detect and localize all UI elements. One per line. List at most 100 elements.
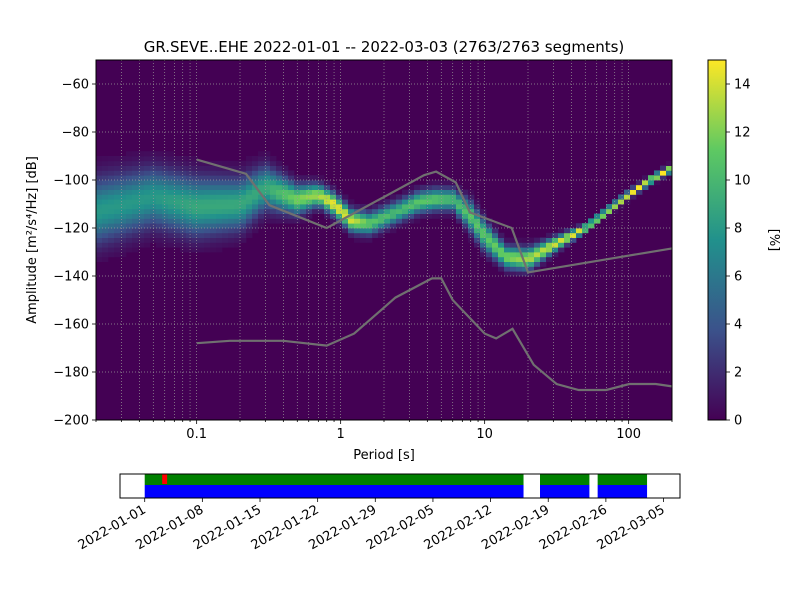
heatmap-cell bbox=[318, 194, 325, 200]
heatmap-cell bbox=[246, 213, 253, 219]
heatmap-cell bbox=[216, 223, 223, 229]
heatmap-cell bbox=[234, 194, 241, 200]
heatmap-cell bbox=[114, 165, 121, 171]
heatmap-cell bbox=[294, 218, 301, 224]
heatmap-cell bbox=[504, 271, 511, 277]
heatmap-cell bbox=[444, 199, 451, 205]
heatmap-cell bbox=[102, 175, 109, 181]
heatmap-cell bbox=[642, 175, 649, 181]
heatmap-cell bbox=[234, 204, 241, 210]
heatmap-cell bbox=[150, 208, 157, 214]
heatmap-cell bbox=[354, 218, 361, 224]
heatmap-cell bbox=[156, 223, 163, 229]
heatmap-cell bbox=[180, 160, 187, 166]
heatmap-cell bbox=[102, 252, 109, 258]
heatmap-cell bbox=[108, 218, 115, 224]
heatmap-cell bbox=[96, 165, 103, 171]
heatmap-cell bbox=[204, 247, 211, 253]
heatmap-cell bbox=[168, 204, 175, 210]
heatmap-cell bbox=[162, 237, 169, 243]
heatmap-cell bbox=[132, 194, 139, 200]
heatmap-cell bbox=[282, 213, 289, 219]
heatmap-cell bbox=[510, 261, 517, 267]
heatmap-cell bbox=[174, 160, 181, 166]
heatmap-cell bbox=[216, 237, 223, 243]
heatmap-cell bbox=[612, 204, 619, 210]
heatmap-cell bbox=[114, 156, 121, 162]
heatmap-cell bbox=[372, 223, 379, 229]
heatmap-cell bbox=[216, 242, 223, 248]
heatmap-cell bbox=[192, 213, 199, 219]
heatmap-cell bbox=[342, 208, 349, 214]
heatmap-cell bbox=[132, 237, 139, 243]
heatmap-cell bbox=[216, 208, 223, 214]
heatmap-cell bbox=[468, 213, 475, 219]
heatmap-cell bbox=[108, 194, 115, 200]
heatmap-cell bbox=[324, 189, 331, 195]
heatmap-cell bbox=[174, 175, 181, 181]
colorbar-tick-label: 14 bbox=[734, 78, 751, 93]
heatmap-cell bbox=[96, 247, 103, 253]
heatmap-cell bbox=[174, 184, 181, 190]
heatmap-cell bbox=[198, 175, 205, 181]
heatmap-cell bbox=[216, 204, 223, 210]
heatmap-cell bbox=[354, 213, 361, 219]
heatmap-cell bbox=[612, 199, 619, 205]
heatmap-cell bbox=[432, 208, 439, 214]
heatmap-cell bbox=[468, 204, 475, 210]
heatmap-cell bbox=[228, 237, 235, 243]
heatmap-cell bbox=[102, 223, 109, 229]
heatmap-cell bbox=[270, 208, 277, 214]
heatmap-cell bbox=[402, 189, 409, 195]
heatmap-cell bbox=[174, 194, 181, 200]
heatmap-cell bbox=[510, 266, 517, 272]
heatmap-cell bbox=[564, 242, 571, 248]
heatmap-cell bbox=[204, 223, 211, 229]
heatmap-cell bbox=[108, 199, 115, 205]
heatmap-cell bbox=[288, 184, 295, 190]
heatmap-cell bbox=[162, 228, 169, 234]
heatmap-cell bbox=[228, 242, 235, 248]
heatmap-cell bbox=[144, 189, 151, 195]
x-tick-label: 100 bbox=[616, 427, 641, 442]
heatmap-cell bbox=[558, 232, 565, 238]
heatmap-cell bbox=[138, 180, 145, 186]
colorbar-tick-label: 12 bbox=[734, 126, 751, 141]
heatmap-cell bbox=[264, 184, 271, 190]
heatmap-cell bbox=[486, 223, 493, 229]
heatmap-cell bbox=[186, 165, 193, 171]
heatmap-cell bbox=[108, 180, 115, 186]
heatmap-cell bbox=[96, 213, 103, 219]
heatmap-cell bbox=[198, 184, 205, 190]
heatmap-cell bbox=[300, 175, 307, 181]
heatmap-cell bbox=[120, 223, 127, 229]
colorbar-tick-label: 6 bbox=[734, 270, 742, 285]
heatmap-cell bbox=[426, 189, 433, 195]
heatmap-cell bbox=[180, 199, 187, 205]
heatmap-cell bbox=[522, 271, 529, 277]
heatmap-cell bbox=[216, 170, 223, 176]
heatmap-cell bbox=[546, 247, 553, 253]
heatmap-cell bbox=[348, 232, 355, 238]
heatmap-cell bbox=[396, 199, 403, 205]
heatmap-cell bbox=[306, 175, 313, 181]
heatmap-cell bbox=[210, 204, 217, 210]
heatmap-cell bbox=[204, 175, 211, 181]
heatmap-cell bbox=[204, 165, 211, 171]
heatmap-cell bbox=[168, 223, 175, 229]
heatmap-cell bbox=[102, 160, 109, 166]
heatmap-cell bbox=[540, 256, 547, 262]
grid-lines bbox=[95, 60, 673, 421]
heatmap-cell bbox=[168, 242, 175, 248]
heatmap-cell bbox=[192, 208, 199, 214]
heatmap-cell bbox=[162, 199, 169, 205]
heatmap-cell bbox=[210, 175, 217, 181]
heatmap-cell bbox=[96, 189, 103, 195]
heatmap-cell bbox=[180, 156, 187, 162]
heatmap-cell bbox=[198, 208, 205, 214]
heatmap-cell bbox=[288, 175, 295, 181]
heatmap-cell bbox=[348, 204, 355, 210]
heatmap-cell bbox=[162, 151, 169, 157]
heatmap-cell bbox=[378, 223, 385, 229]
heatmap-cell bbox=[282, 180, 289, 186]
